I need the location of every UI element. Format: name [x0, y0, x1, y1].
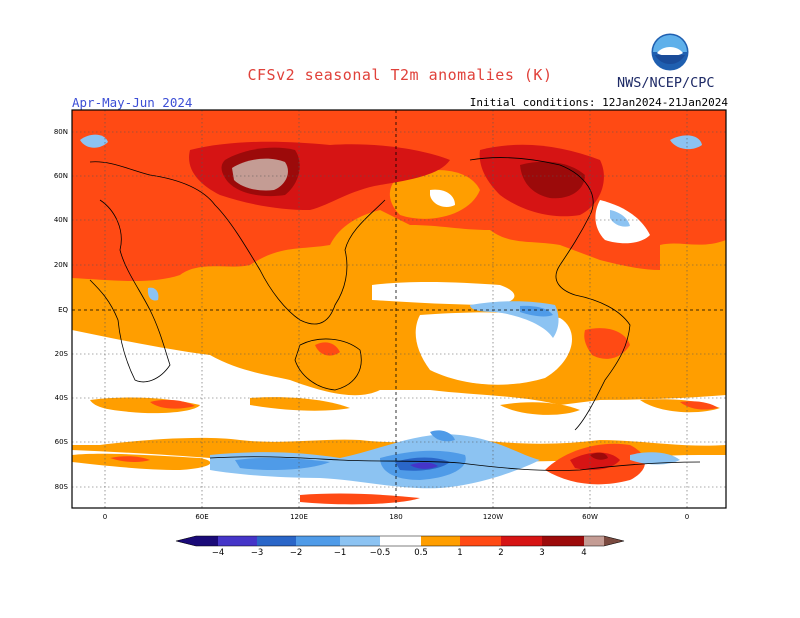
colorbar-label: 2 [498, 548, 504, 558]
lat-label: 40N [53, 216, 68, 224]
colorbar-swatch [460, 536, 501, 546]
colorbar-swatch [296, 536, 340, 546]
lon-label: 180 [389, 513, 403, 521]
colorbar-swatch [380, 536, 421, 546]
lon-label: 120E [290, 513, 308, 521]
forecast-period: Apr-May-Jun 2024 [72, 95, 193, 110]
colorbar-label: 3 [539, 548, 545, 558]
lat-label: 40S [54, 394, 68, 402]
colorbar-outline [175, 535, 625, 547]
lon-label: 0 [102, 513, 108, 521]
colorbar-label: −1 [333, 548, 347, 558]
page-title: CFSv2 seasonal T2m anomalies (K) [247, 66, 553, 84]
colorbar-swatch [257, 536, 296, 546]
lon-label: 0 [684, 513, 690, 521]
colorbar-label: 4 [581, 548, 587, 558]
colorbar-swatch [176, 536, 196, 546]
lat-label: 60S [54, 438, 68, 446]
colorbar-swatch [421, 536, 460, 546]
colorbar-swatch [542, 536, 584, 546]
agency-label: NWS/NCEP/CPC [617, 75, 715, 91]
colorbar-label: −4 [211, 548, 225, 558]
colorbar-swatch [340, 536, 380, 546]
lat-label: 20N [53, 261, 68, 269]
lat-label: 80S [54, 483, 68, 491]
lon-label: 120W [482, 513, 504, 521]
lat-label: 20S [54, 350, 68, 358]
colorbar-swatch [218, 536, 257, 546]
noaa-logo-icon [651, 33, 689, 71]
colorbar-swatch [501, 536, 542, 546]
colorbar-label: 0.5 [414, 548, 428, 558]
colorbar-swatch [604, 536, 624, 546]
colorbar-label: −2 [289, 548, 303, 558]
lat-label: 80N [53, 128, 68, 136]
colorbar-label: −0.5 [369, 548, 391, 558]
colorbar-swatch [584, 536, 604, 546]
colorbar-swatch [196, 536, 218, 546]
lon-label: 60E [195, 513, 209, 521]
lon-label: 60W [582, 513, 598, 521]
colorbar-label: −3 [250, 548, 264, 558]
lat-label: 60N [53, 172, 68, 180]
initial-conditions: Initial conditions: 12Jan2024-21Jan2024 [469, 96, 728, 109]
colorbar [175, 535, 625, 547]
colorbar-label: 1 [457, 548, 463, 558]
lat-label: EQ [58, 306, 68, 314]
